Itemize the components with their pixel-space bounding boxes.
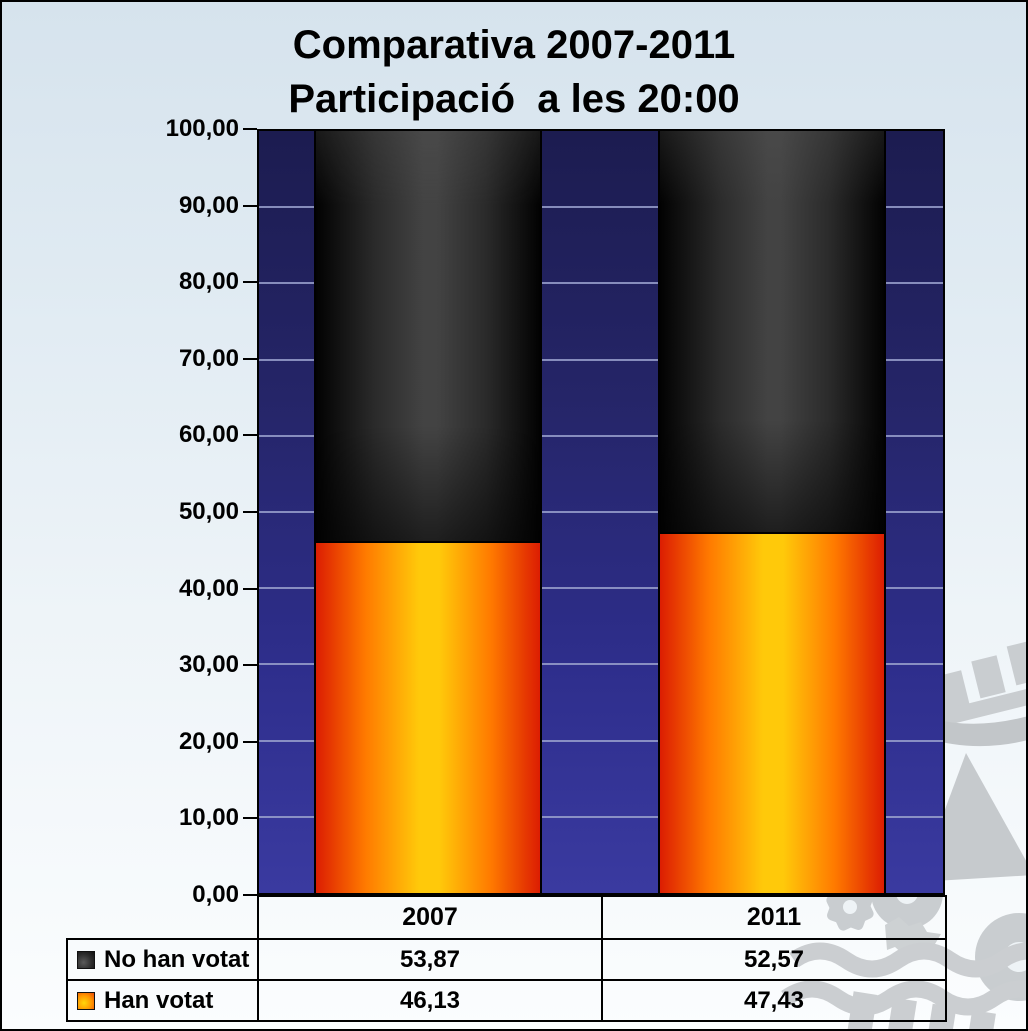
value-no-han-votat-2011: 52,57 — [601, 938, 947, 981]
table-header-2007: 2007 — [257, 895, 603, 940]
y-tick-label: 30,00 — [178, 651, 239, 679]
legend-label-han-votat: Han votat — [104, 986, 214, 1014]
value-han-votat-2011: 47,43 — [601, 979, 947, 1022]
y-tick-label: 50,00 — [178, 498, 239, 525]
value-no-han-votat-2007: 53,87 — [257, 938, 603, 981]
gridline — [259, 663, 943, 666]
bar-segment-no-han-votat-2007 — [314, 131, 542, 542]
y-axis-ticks — [243, 128, 257, 896]
y-tick-mark — [243, 434, 257, 437]
y-tick-mark — [243, 587, 257, 590]
y-tick-label: 0,00 — [192, 881, 239, 908]
y-tick-mark — [243, 357, 257, 360]
y-axis: 100,00 90,00 80,00 70,00 60,00 50,00 40,00 30,0… — [2, 115, 239, 908]
table-row-han-votat: Han votat 46,13 47,43 — [66, 979, 947, 1022]
y-tick-label: 70,00 — [178, 344, 239, 372]
bar-2011 — [658, 131, 886, 893]
y-tick-label: 20,00 — [178, 727, 239, 755]
chart-title: Comparativa 2007-2011 Participació a les… — [2, 18, 1026, 126]
legend-swatch-no-han-votat — [77, 950, 95, 969]
y-tick-label: 90,00 — [178, 191, 239, 219]
gridline — [259, 739, 943, 742]
gridline — [259, 815, 943, 818]
legend-cell-han-votat: Han votat — [66, 979, 259, 1022]
y-tick-mark — [243, 817, 257, 820]
y-tick-mark — [243, 128, 257, 130]
y-tick-mark — [243, 511, 257, 513]
y-tick-mark — [243, 281, 257, 284]
y-tick-label: 40,00 — [178, 574, 239, 602]
chart-title-line1: Comparativa 2007-2011 — [292, 23, 736, 67]
value-han-votat-2007: 46,13 — [257, 979, 603, 1022]
gridline — [259, 282, 943, 285]
table-header-row: 2007 2011 — [67, 895, 947, 940]
table-header-2011: 2011 — [601, 895, 947, 940]
legend-label-no-han-votat: No han votat — [104, 945, 250, 973]
y-tick-mark — [243, 204, 257, 207]
gridline — [259, 434, 943, 437]
bar-segment-han-votat-2007 — [314, 541, 542, 893]
y-tick-label: 10,00 — [178, 804, 239, 832]
legend-cell-no-han-votat: No han votat — [66, 938, 259, 981]
y-tick-mark — [243, 740, 257, 743]
bar-segment-han-votat-2011 — [658, 531, 886, 893]
table-corner-empty — [67, 896, 258, 939]
chart-title-line2: Participació a les 20:00 — [288, 77, 740, 121]
legend-swatch-han-votat — [77, 991, 95, 1010]
gridline — [259, 587, 943, 590]
plot-area — [257, 129, 945, 895]
y-tick-label: 100,00 — [165, 115, 239, 142]
bar-2007 — [314, 131, 542, 893]
gridline — [259, 511, 943, 513]
data-table: 2007 2011 No han votat 53,87 52,57 Han v… — [66, 895, 947, 1022]
bar-segment-no-han-votat-2011 — [658, 131, 886, 532]
y-tick-label: 80,00 — [178, 268, 239, 296]
y-tick-mark — [243, 894, 257, 896]
gridline — [259, 358, 943, 361]
table-row-no-han-votat: No han votat 53,87 52,57 — [66, 938, 947, 981]
y-tick-label: 60,00 — [178, 421, 239, 449]
y-tick-mark — [243, 664, 257, 667]
gridline — [259, 206, 943, 209]
